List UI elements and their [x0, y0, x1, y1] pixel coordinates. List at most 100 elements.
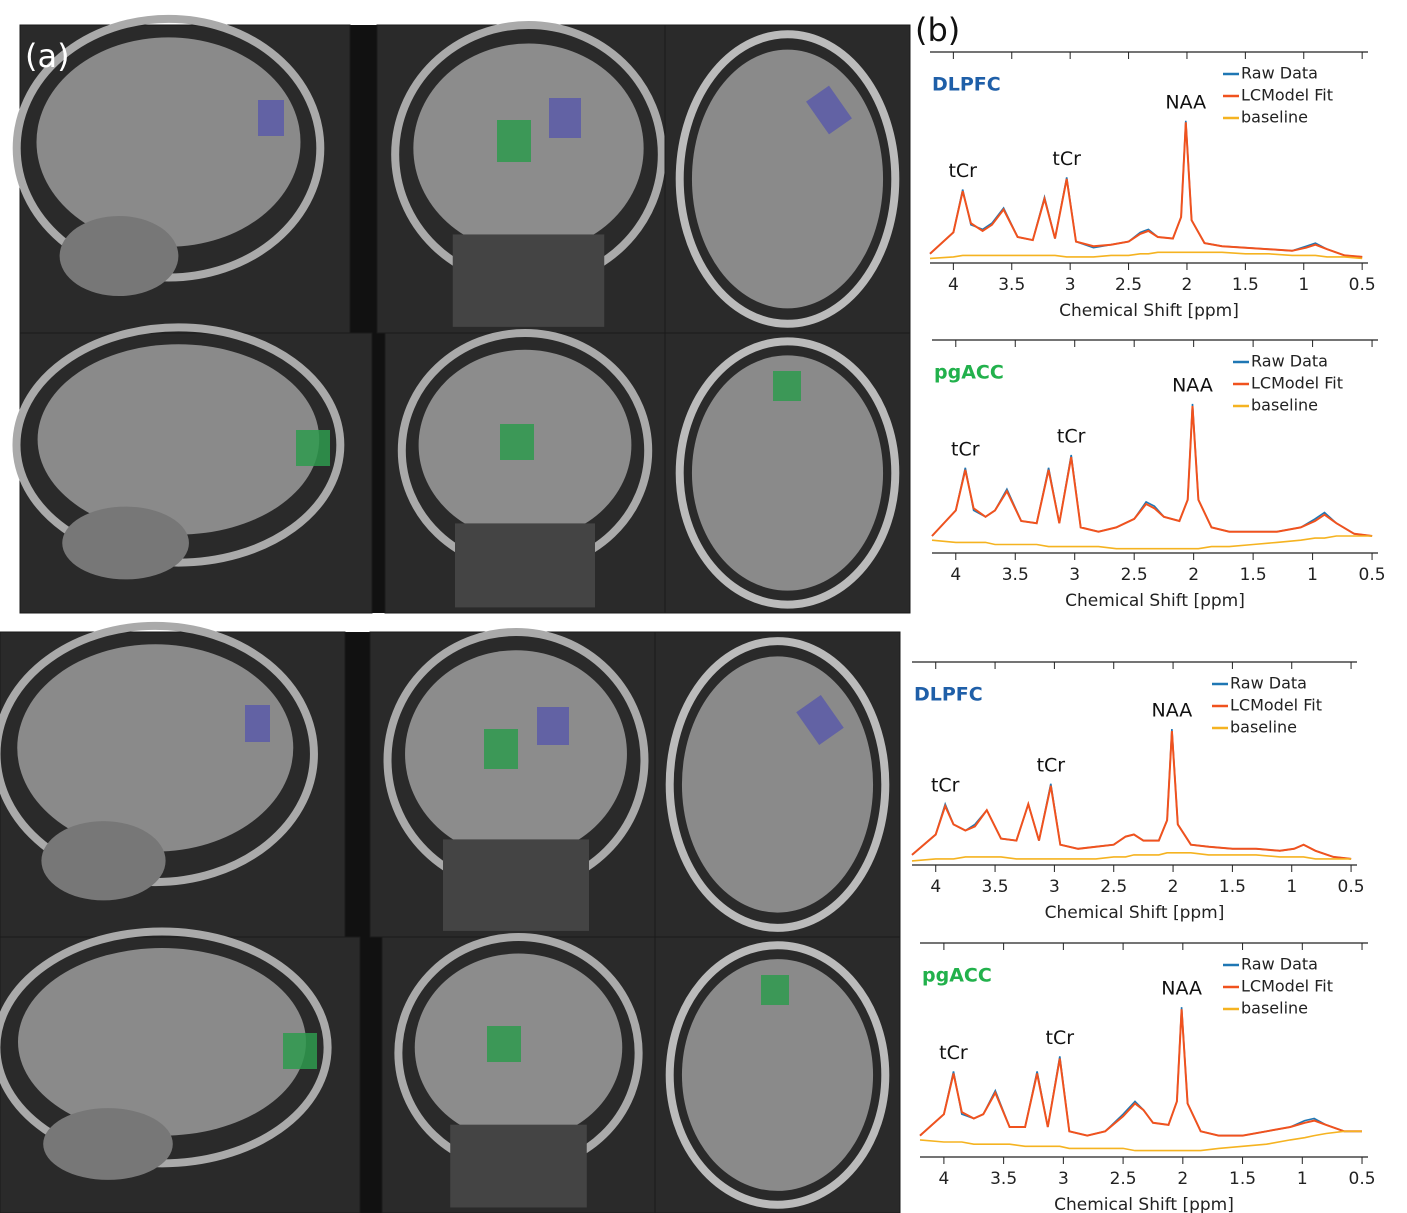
x-tick-label: 1.5 [1240, 565, 1267, 585]
chart-title: pgACC [922, 965, 992, 987]
spectrum-line [932, 536, 1372, 549]
figure: (a) (b) 4 3.5 3 2.5 2 1.5 1 0.5 Chemical Shift [… [0, 0, 1407, 1213]
x-axis-label: Chemical Shift [ppm] [1045, 903, 1225, 923]
page: (a) (b) 4 3.5 3 2.5 2 1.5 1 0.5 Chemical Shift [… [0, 0, 1407, 1213]
brain [38, 344, 320, 534]
spectrum-line [912, 731, 1351, 859]
legend-label: Raw Data [1241, 64, 1318, 83]
cerebellum [60, 216, 179, 296]
spectrum-line [920, 1007, 1362, 1135]
spectrum-line [930, 121, 1362, 257]
x-tick-label: 0.5 [1349, 1169, 1376, 1189]
x-axis-label: Chemical Shift [ppm] [1059, 301, 1239, 321]
x-tick-label: 1.5 [1232, 275, 1259, 295]
legend-label: baseline [1230, 718, 1297, 737]
x-tick-label: 0.5 [1338, 877, 1365, 897]
x-tick-label: 4 [948, 275, 959, 295]
voxel [258, 100, 284, 136]
brain [682, 656, 873, 912]
cerebellum [41, 821, 165, 900]
peak-annotation: NAA [1161, 978, 1202, 1000]
peak-annotation: tCr [1046, 1027, 1075, 1049]
peak-annotation: NAA [1172, 374, 1213, 396]
x-tick-label: 3.5 [990, 1169, 1017, 1189]
spectrum-line [912, 729, 1351, 859]
face [443, 839, 589, 931]
chart-title: DLPFC [932, 74, 1001, 96]
cerebellum [43, 1108, 173, 1180]
legend-label: LCModel Fit [1241, 86, 1333, 105]
voxel [497, 120, 531, 162]
x-tick-label: 4 [930, 877, 941, 897]
x-tick-label: 1.5 [1219, 877, 1246, 897]
x-tick-label: 2 [1182, 275, 1193, 295]
x-tick-label: 0.5 [1349, 275, 1376, 295]
panel-label: (a) [25, 37, 70, 75]
x-tick-label: 3 [1058, 1169, 1069, 1189]
x-axis-label: Chemical Shift [ppm] [1065, 591, 1245, 611]
spectrum-line [920, 1009, 1362, 1135]
voxel [500, 424, 534, 460]
spectrum-line [930, 252, 1362, 258]
x-tick-label: 2 [1188, 565, 1199, 585]
panel-label: (b) [915, 11, 960, 49]
x-tick-label: 3.5 [998, 275, 1025, 295]
voxel [283, 1033, 317, 1069]
legend-label: Raw Data [1241, 955, 1318, 974]
x-tick-label: 3 [1069, 565, 1080, 585]
spectrum-chart: 4 3.5 3 2.5 2 1.5 1 0.5 Chemical Shift [ppm] DLPF… [930, 52, 1376, 321]
x-tick-label: 1 [1286, 877, 1297, 897]
legend-label: LCModel Fit [1241, 977, 1333, 996]
legend-label: Raw Data [1251, 352, 1328, 371]
x-tick-label: 4 [950, 565, 961, 585]
peak-annotation: NAA [1165, 91, 1206, 113]
x-tick-label: 1.5 [1229, 1169, 1256, 1189]
legend-label: LCModel Fit [1251, 374, 1343, 393]
spectrum-chart: 43.532.521.510.5Chemical Shift [ppm]pgAC… [932, 340, 1386, 611]
peak-annotation: NAA [1152, 699, 1193, 721]
x-tick-label: 2.5 [1121, 565, 1148, 585]
voxel [761, 975, 789, 1005]
x-tick-label: 1 [1297, 1169, 1308, 1189]
x-tick-label: 1 [1298, 275, 1309, 295]
x-tick-label: 4 [938, 1169, 949, 1189]
brain [18, 948, 306, 1136]
peak-annotation: tCr [1057, 426, 1086, 448]
chart-title: pgACC [934, 362, 1004, 384]
spectrum-line [932, 404, 1372, 536]
x-tick-label: 2 [1177, 1169, 1188, 1189]
voxel [773, 371, 801, 401]
spectrum-chart: 4 3.5 3 2.5 2 1.5 1 0.5 Chemical Shift [ppm] pgAC… [920, 943, 1376, 1213]
legend-label: LCModel Fit [1230, 696, 1322, 715]
peak-annotation: tCr [1052, 148, 1081, 170]
face [453, 234, 605, 326]
legend-label: baseline [1241, 108, 1308, 127]
x-axis-label: Chemical Shift [ppm] [1054, 1195, 1234, 1213]
x-tick-label: 2 [1168, 877, 1179, 897]
spectrum-line [930, 122, 1362, 257]
voxel [537, 707, 569, 745]
chart-title: DLPFC [914, 684, 983, 706]
x-tick-label: 1 [1307, 565, 1318, 585]
x-tick-label: 3 [1065, 275, 1076, 295]
voxel [484, 729, 518, 769]
cerebellum [62, 507, 189, 580]
peak-annotation: tCr [1037, 754, 1066, 776]
x-tick-label: 3.5 [982, 877, 1009, 897]
peak-annotation: tCr [931, 775, 960, 797]
face [455, 523, 595, 607]
voxel [296, 430, 330, 466]
voxel [245, 705, 270, 742]
peak-annotation: tCr [951, 438, 980, 460]
x-tick-label: 3 [1049, 877, 1060, 897]
x-tick-label: 2.5 [1110, 1169, 1137, 1189]
peak-annotation: tCr [948, 160, 977, 182]
x-tick-label: 3.5 [1002, 565, 1029, 585]
legend-label: baseline [1251, 396, 1318, 415]
x-tick-label: 2.5 [1115, 275, 1142, 295]
face [450, 1125, 587, 1208]
brain [692, 50, 883, 309]
voxel [487, 1026, 521, 1062]
spectrum-line [932, 406, 1372, 536]
